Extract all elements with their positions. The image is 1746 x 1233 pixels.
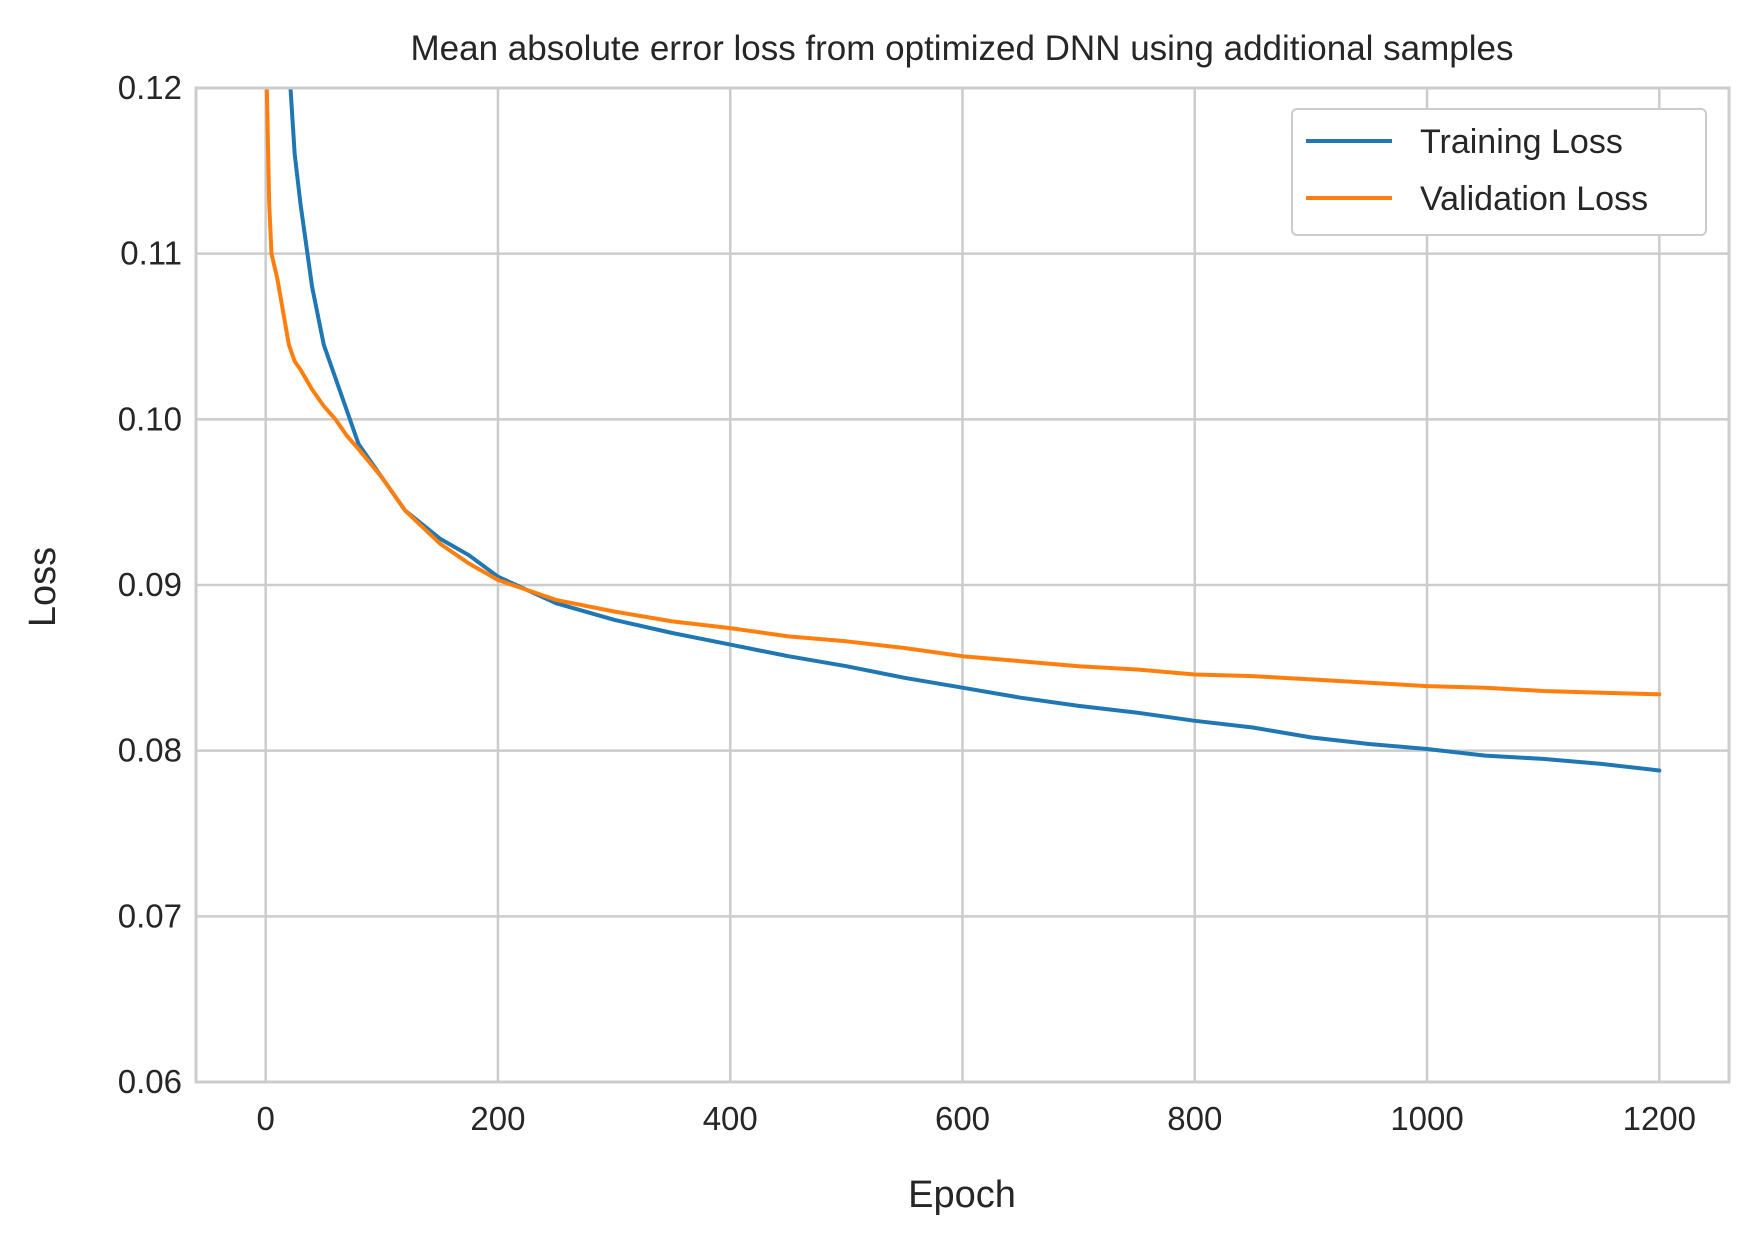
training-loss-line <box>288 88 1662 773</box>
x-tick-label: 0 <box>257 1100 275 1137</box>
chart-title: Mean absolute error loss from optimized … <box>411 29 1514 68</box>
legend-label-training: Training Loss <box>1420 123 1623 161</box>
y-tick-label: 0.10 <box>118 400 182 437</box>
x-tick-label: 600 <box>935 1100 990 1137</box>
x-tick-label: 1200 <box>1623 1100 1696 1137</box>
x-tick-label: 800 <box>1167 1100 1222 1137</box>
y-tick-label: 0.08 <box>118 732 182 769</box>
y-tick-label: 0.09 <box>118 566 182 603</box>
y-tick-label: 0.07 <box>118 897 182 934</box>
validation-loss-line <box>264 88 1662 697</box>
legend-box <box>1291 108 1707 236</box>
x-axis-label: Epoch <box>908 1174 1016 1216</box>
y-axis-label: Loss <box>22 547 64 627</box>
x-tick-label: 400 <box>703 1100 758 1137</box>
tick-layer: 0 200 400 600 800 1000 1200 0.06 0.07 0.08 0.09 0.1… <box>118 69 1696 1137</box>
y-tick-label: 0.06 <box>118 1063 182 1100</box>
x-tick-label: 1000 <box>1390 1100 1463 1137</box>
y-tick-label: 0.11 <box>120 235 182 272</box>
plot-frame <box>194 86 1731 1084</box>
y-tick-label: 0.12 <box>118 69 182 106</box>
grid-layer <box>196 86 1729 1084</box>
x-tick-label: 200 <box>470 1100 525 1137</box>
legend-label-validation: Validation Loss <box>1420 180 1648 218</box>
series-layer <box>264 88 1662 773</box>
legend: Training Loss Validation Loss <box>1291 108 1707 236</box>
